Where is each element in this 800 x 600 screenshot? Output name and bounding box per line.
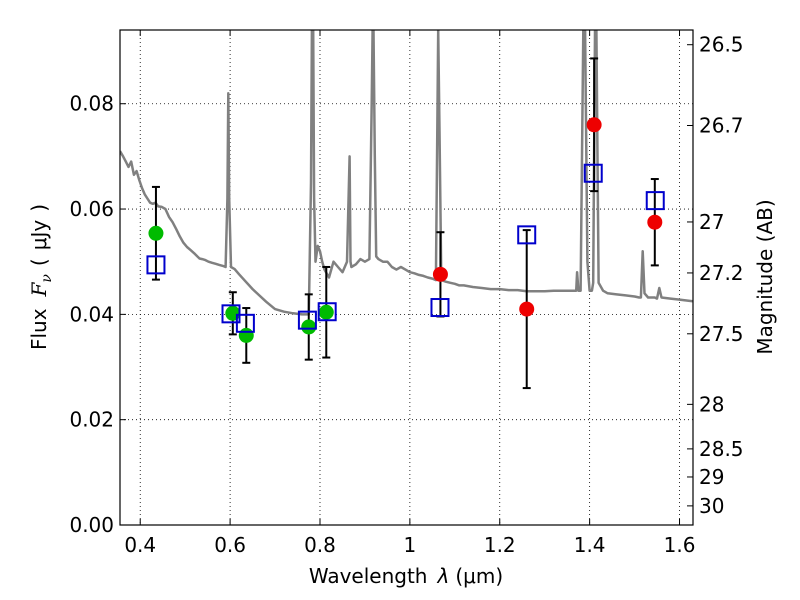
- observed-nir-point: [647, 214, 663, 230]
- observed-optical-point: [318, 304, 334, 320]
- right-tick-label: 27.5: [699, 322, 744, 346]
- right-tick-label: 28: [699, 392, 724, 416]
- observed-optical-point: [301, 319, 317, 335]
- x-tick-label: 0.6: [214, 533, 246, 557]
- x-tick-label: 1: [404, 533, 417, 557]
- y-axis-label: FluxFν(μJy): [27, 204, 55, 350]
- right-tick-label: 27.2: [699, 261, 744, 285]
- right-tick-label: 28.5: [699, 437, 744, 461]
- right-tick-label: 30: [699, 494, 724, 518]
- ticks-layer: 0.4 0.6 0.8 1 1.2 1.4 1.6 0.00 0.02 0.04 0.06 0.08 2…: [69, 30, 744, 557]
- model-photometry-point: [317, 302, 337, 322]
- x-axis-label: Wavelength λ (μm): [309, 564, 503, 588]
- model-photometry-point: [146, 255, 166, 275]
- observed-optical-point: [225, 305, 241, 321]
- right-tick-label: 26.5: [699, 33, 744, 57]
- right-tick-label: 29: [699, 465, 724, 489]
- observed-nir-point: [519, 301, 535, 317]
- y-tick-label: 0.02: [69, 408, 114, 432]
- model-spectrum-layer: [120, 30, 693, 316]
- model-photometry-point: [583, 163, 603, 183]
- y-tick-label: 0.00: [69, 513, 114, 537]
- right-tick-label: 26.7: [699, 114, 744, 138]
- y-tick-label: 0.08: [69, 92, 114, 116]
- grid-lines: [120, 30, 693, 526]
- model-photometry-point: [645, 191, 665, 211]
- model-photometry-point: [235, 313, 255, 333]
- y-tick-label: 0.06: [69, 197, 114, 221]
- model-photometry-point: [430, 298, 450, 318]
- x-tick-label: 0.8: [304, 533, 336, 557]
- right-tick-label: 27: [699, 210, 724, 234]
- right-axis-label: Magnitude (AB): [753, 199, 777, 354]
- observed-nir-point: [586, 117, 602, 133]
- plot-frame: [119, 29, 694, 526]
- x-tick-label: 1.4: [574, 533, 606, 557]
- model-photometry-point: [297, 310, 317, 330]
- observed-nir-point: [432, 266, 448, 282]
- x-tick-label: 1.6: [664, 533, 696, 557]
- observed-optical-point: [238, 327, 254, 343]
- data-points-layer: [146, 57, 665, 390]
- model-photometry-point: [517, 225, 537, 245]
- model-spectrum-line: [120, 30, 693, 316]
- y-tick-label: 0.04: [69, 302, 114, 326]
- x-tick-label: 0.4: [124, 533, 156, 557]
- x-tick-label: 1.2: [484, 533, 516, 557]
- observed-optical-point: [148, 225, 164, 241]
